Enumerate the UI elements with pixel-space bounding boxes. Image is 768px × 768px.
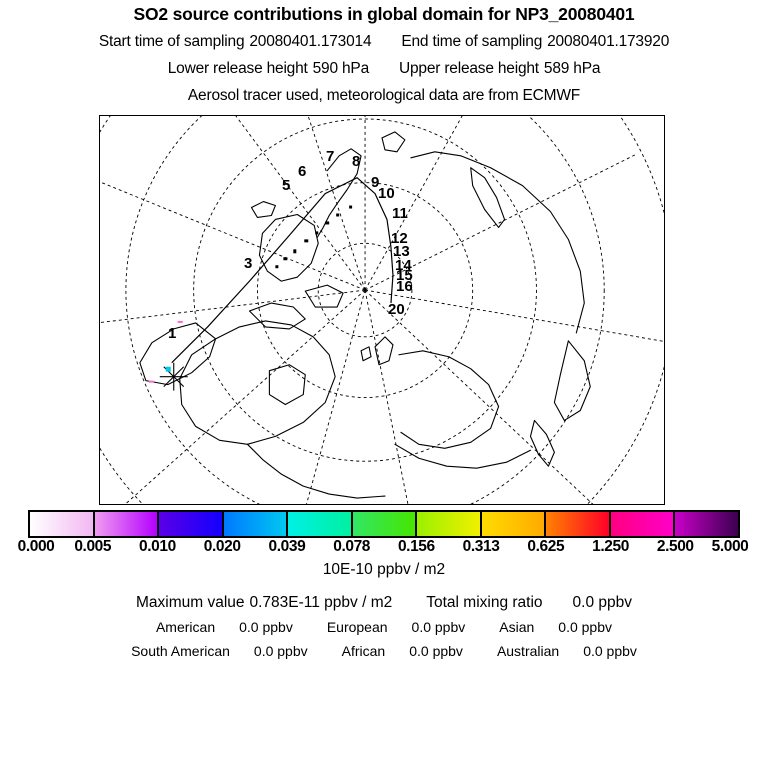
colorbar-tick-0.020: 0.020 [203, 538, 241, 555]
trajectory-label-15: 15 [396, 267, 413, 284]
colorbar-tick-0.005: 0.005 [74, 538, 112, 555]
region-row-2: South American 0.0 ppbv African 0.0 ppbv Aus… [0, 643, 768, 659]
coastlines [139, 131, 591, 499]
release-point-marker [165, 366, 171, 372]
trajectory-label-5: 5 [282, 177, 291, 194]
region-label-european: European [326, 619, 388, 635]
particle-cloud [275, 205, 353, 269]
colorbar-tick-0.156: 0.156 [397, 538, 435, 555]
region-row-1: American 0.0 ppbv European 0.0 ppbv Asian 0.0… [0, 619, 768, 635]
lower-height-label: Lower release height [167, 60, 308, 77]
trajectory-label-16: 16 [396, 278, 413, 295]
max-value-row: Maximum value 0.783E-11 ppbv / m2 Total mi… [0, 594, 768, 612]
region-value-american: 0.0 ppbv [239, 619, 293, 635]
colorbar-unit-label: 10E-10 ppbv / m2 [322, 561, 446, 578]
colorbar-tick-0.313: 0.313 [462, 538, 500, 555]
colorbar-segment-10 [675, 512, 739, 536]
colorbar-tick-2.500: 2.500 [656, 538, 694, 555]
region-value-african: 0.0 ppbv [409, 643, 463, 659]
trajectory-label-9: 9 [371, 174, 380, 191]
colorbar-tick-0.010: 0.010 [139, 538, 176, 555]
map-panel: 1 3 5 6 7 8 9 10 11 12 13 14 15 16 20 [99, 115, 665, 505]
trajectory-path [171, 176, 394, 364]
region-value-asian: 0.0 ppbv [558, 619, 613, 635]
colorbar-segment-7 [481, 512, 547, 536]
max-value-label: Maximum value [135, 594, 245, 611]
colorbar [28, 510, 740, 538]
page-title: SO2 source contributions in global domai… [133, 4, 635, 24]
tracer-note: Aerosol tracer used, meteorological data… [187, 87, 581, 104]
trajectory-label-7: 7 [326, 148, 335, 165]
region-label-african: African [341, 643, 386, 659]
start-time-label: Start time of sampling [98, 33, 245, 50]
colorbar-segment-5 [352, 512, 418, 536]
upper-height-value: 589 hPa [543, 60, 601, 77]
colorbar-segment-3 [223, 512, 289, 536]
colorbar-segment-0 [30, 512, 95, 536]
colorbar-tick-1.250: 1.250 [592, 538, 629, 555]
colorbar-segment-1 [94, 512, 160, 536]
colorbar-tick-0.625: 0.625 [527, 538, 565, 555]
release-star-icon [159, 362, 188, 391]
trajectory-label-1: 1 [168, 325, 177, 342]
latitude-circles [100, 116, 664, 504]
lower-height-value: 590 hPa [312, 60, 370, 77]
total-mixing-label: Total mixing ratio [426, 594, 543, 611]
trajectory-label-13: 13 [393, 243, 410, 260]
colorbar-tick-group: 0.000 0.005 0.010 0.020 0.039 0.078 0.156 0.313… [0, 538, 768, 558]
upper-height-label: Upper release height [399, 60, 539, 77]
trajectory-label-10: 10 [378, 185, 395, 202]
trajectory-label-3: 3 [244, 255, 253, 272]
map-graphic [100, 116, 664, 504]
region-value-european: 0.0 ppbv [411, 619, 466, 635]
colorbar-tick-5.000: 5.000 [711, 538, 749, 555]
colorbar-segment-9 [610, 512, 676, 536]
trajectory-label-20: 20 [388, 301, 405, 318]
end-time-label: End time of sampling [401, 33, 543, 50]
colorbar-segment-8 [546, 512, 611, 536]
region-label-asian: Asian [499, 619, 535, 635]
trace-pixels [148, 320, 183, 383]
sampling-time-row: Start time of sampling 20080401.173014 End… [0, 33, 768, 51]
trajectory-label-8: 8 [352, 153, 361, 170]
colorbar-segment-4 [288, 512, 353, 536]
colorbar-tick-0.000: 0.000 [17, 538, 55, 555]
meridian-lines [100, 116, 664, 504]
trajectory-label-14: 14 [395, 257, 412, 274]
region-value-australian: 0.0 ppbv [583, 643, 637, 659]
region-label-south-american: South American [131, 643, 230, 659]
region-value-south-american: 0.0 ppbv [253, 643, 308, 659]
colorbar-tick-0.078: 0.078 [333, 538, 371, 555]
total-mixing-value: 0.0 ppbv [572, 594, 633, 611]
end-time-value: 20080401.173920 [547, 33, 670, 50]
region-label-australian: Australian [496, 643, 560, 659]
colorbar-gradient [28, 510, 740, 538]
trajectory-label-11: 11 [392, 205, 408, 222]
trajectory-label-12: 12 [391, 230, 408, 247]
colorbar-segment-2 [159, 512, 224, 536]
trajectory-label-6: 6 [298, 163, 307, 180]
region-label-american: American [155, 619, 216, 635]
max-value-value: 0.783E-11 ppbv / m2 [249, 594, 393, 611]
colorbar-segment-6 [417, 512, 482, 536]
release-height-row: Lower release height 590 hPa Upper release… [0, 60, 768, 78]
colorbar-tick-0.039: 0.039 [268, 538, 306, 555]
start-time-value: 20080401.173014 [249, 33, 372, 50]
